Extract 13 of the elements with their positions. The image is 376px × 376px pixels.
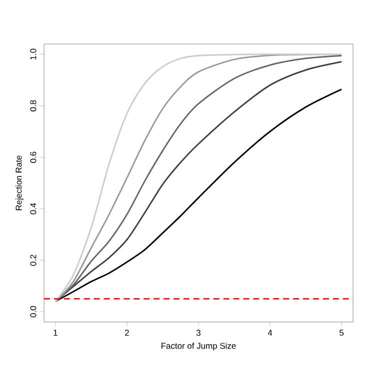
x-tick-label: 1 bbox=[54, 330, 58, 336]
x-tick-label: 3 bbox=[196, 330, 200, 336]
y-tick-label: 0.0 bbox=[30, 306, 36, 318]
x-tick-label: 4 bbox=[268, 330, 272, 336]
x-tick-label: 5 bbox=[340, 330, 344, 336]
y-tick-label: 0.2 bbox=[30, 254, 36, 266]
x-tick-label: 2 bbox=[125, 330, 129, 336]
y-axis-title: Rejection Rate bbox=[15, 156, 24, 210]
x-axis-title: Factor of Jump Size bbox=[162, 342, 236, 350]
y-tick-label: 0.4 bbox=[30, 203, 36, 214]
y-tick-label: 0.8 bbox=[30, 100, 36, 112]
y-tick-label: 0.6 bbox=[30, 152, 36, 163]
y-tick-label: 1.0 bbox=[30, 48, 36, 60]
